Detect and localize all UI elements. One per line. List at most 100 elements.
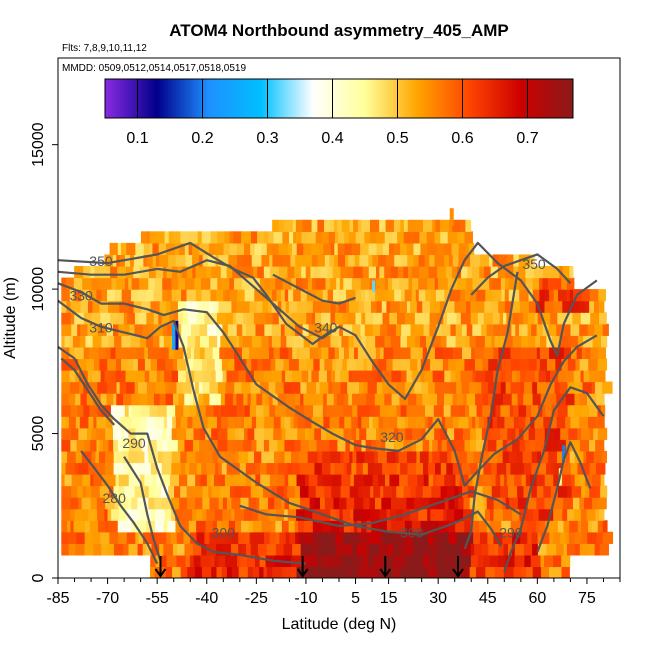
heatmap-cell (222, 497, 228, 510)
heatmap-cell (424, 254, 430, 267)
heatmap-cell (295, 531, 300, 544)
heatmap-cell (199, 254, 204, 267)
heatmap-cell (532, 393, 542, 406)
heatmap-cell (348, 393, 353, 406)
heatmap-cell (225, 450, 236, 464)
heatmap-cell (466, 277, 474, 290)
heatmap-cell (190, 531, 198, 544)
heatmap-cell (387, 404, 398, 417)
heatmap-cell (419, 346, 424, 360)
heatmap-cell (195, 266, 204, 279)
heatmap-cell (466, 300, 471, 313)
heatmap-cell (378, 416, 384, 429)
heatmap-cell (472, 508, 479, 521)
heatmap-cell (462, 427, 471, 440)
heatmap-cell (268, 335, 273, 348)
heatmap-cell (569, 266, 574, 279)
heatmap-cell (118, 323, 127, 336)
heatmap-cell (128, 277, 133, 290)
heatmap-cell (130, 485, 136, 498)
contour-line (470, 253, 572, 296)
flight-arrow (379, 556, 392, 578)
heatmap-cell (399, 474, 409, 487)
heatmap-cell (236, 242, 245, 256)
heatmap-cell (536, 323, 544, 336)
heatmap-cell (155, 474, 162, 487)
heatmap-cell (217, 277, 222, 290)
heatmap-cell (287, 462, 293, 475)
heatmap-cell (202, 266, 207, 279)
heatmap-cell (556, 393, 562, 406)
heatmap-cell (441, 531, 450, 544)
heatmap-cell (549, 531, 554, 544)
heatmap-cell (404, 531, 414, 544)
heatmap-cell (179, 474, 188, 487)
heatmap-cell (291, 312, 299, 325)
heatmap-cell (270, 358, 276, 371)
heatmap-cell (477, 474, 484, 487)
heatmap-cell (442, 323, 452, 336)
heatmap-cell (108, 520, 119, 533)
heatmap-cell (382, 312, 390, 325)
heatmap-cell (290, 554, 295, 568)
heatmap-cell (296, 474, 306, 487)
heatmap-cell (76, 439, 85, 452)
heatmap-cell (579, 497, 585, 510)
heatmap-cell (465, 242, 470, 256)
heatmap-cell (347, 266, 354, 279)
heatmap-cell (283, 358, 290, 371)
heatmap-cell (357, 219, 362, 232)
heatmap-cell (221, 566, 228, 578)
heatmap-cell (61, 277, 67, 290)
heatmap-cell (227, 323, 234, 336)
heatmap-cell (367, 381, 378, 394)
heatmap-cell (333, 497, 340, 510)
heatmap-cell (447, 312, 458, 325)
heatmap-cell (307, 277, 313, 290)
heatmap-cell (263, 266, 271, 279)
heatmap-cell (192, 242, 200, 256)
heatmap-cell (158, 312, 163, 325)
heatmap-cell (123, 393, 132, 406)
heatmap-cell (261, 254, 270, 267)
heatmap-cell (527, 497, 537, 510)
heatmap-cell (215, 370, 224, 383)
heatmap-cell (383, 485, 393, 498)
contour-label: 290 (499, 525, 523, 541)
heatmap-cell (251, 358, 259, 371)
heatmap-cell (171, 497, 180, 510)
heatmap-cell (570, 323, 580, 336)
heatmap-cell (131, 497, 138, 510)
heatmap-cell (277, 300, 282, 313)
heatmap-cell (196, 312, 206, 325)
heatmap-cell (147, 439, 158, 452)
heatmap-cell (583, 370, 590, 383)
heatmap-cell (504, 289, 510, 302)
heatmap-cell (327, 266, 334, 279)
heatmap-cell (392, 485, 397, 498)
contour-line (80, 450, 159, 565)
heatmap-cell (459, 404, 466, 417)
heatmap-cell (460, 312, 472, 325)
heatmap-cell (450, 370, 457, 383)
heatmap-cell (273, 450, 282, 464)
heatmap-cell (219, 346, 226, 360)
heatmap-cell (528, 300, 537, 313)
heatmap-cell (186, 485, 194, 498)
heatmap-cell (538, 462, 547, 475)
heatmap-cell (503, 543, 509, 556)
x-tick-label: 45 (479, 590, 497, 607)
chart-title: ATOM4 Northbound asymmetry_405_AMP (169, 21, 508, 40)
heatmap-cell (252, 520, 263, 533)
heatmap-cell (108, 439, 114, 452)
heatmap-cell (336, 393, 346, 406)
heatmap-cell (186, 346, 192, 360)
heatmap-cell (206, 474, 212, 487)
heatmap-cell (331, 485, 342, 498)
heatmap-cell (366, 497, 371, 510)
heatmap-cell (374, 289, 379, 302)
heatmap-cell (201, 543, 208, 556)
heatmap-cell (199, 346, 206, 360)
heatmap-cell (479, 254, 490, 267)
heatmap-cell (428, 266, 438, 279)
